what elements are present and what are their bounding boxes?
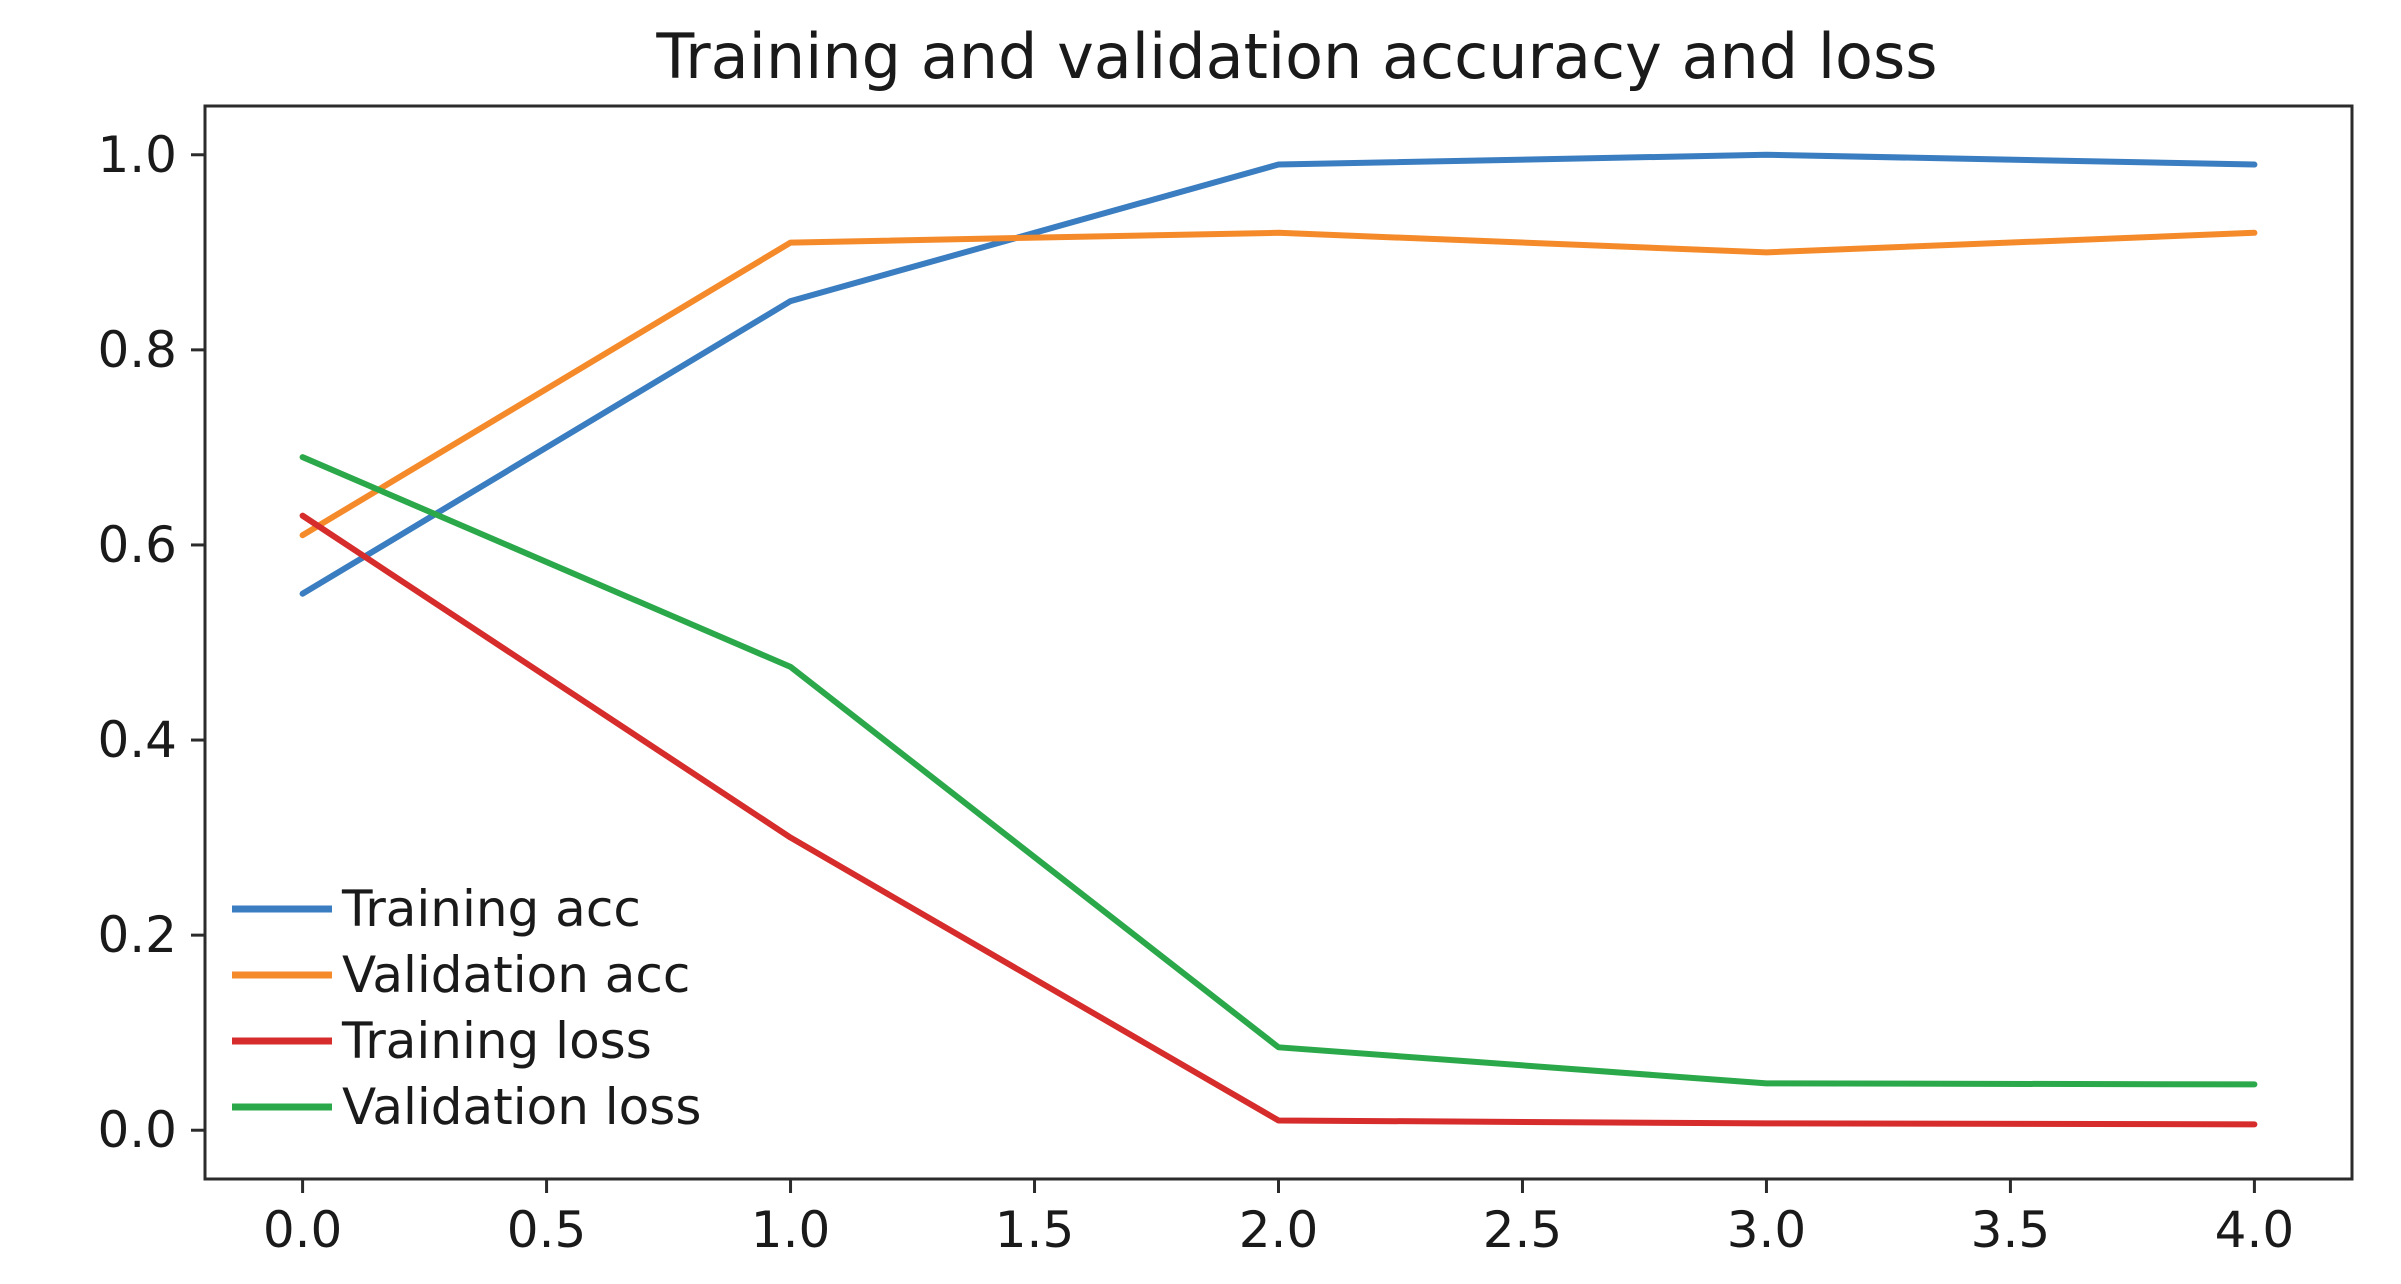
legend-label: Validation acc — [342, 946, 690, 1004]
series-line-validation-acc — [299, 229, 2258, 539]
y-axis: 0.0 0.2 0.4 0.6 0.8 1.0 — [97, 126, 205, 1159]
x-tick-label: 2.0 — [1239, 1201, 1319, 1259]
x-tick-label: 0.0 — [263, 1201, 343, 1259]
x-tick-label: 3.0 — [1727, 1201, 1807, 1259]
x-tick-label: 1.0 — [751, 1201, 831, 1259]
y-tick-label: 0.0 — [97, 1101, 177, 1159]
x-axis: 0.0 0.5 1.0 1.5 2.0 2.5 3.0 3.5 4.0 — [263, 1179, 2294, 1259]
series-line-training-loss — [299, 512, 2258, 1128]
series-line-validation-loss — [299, 454, 2258, 1088]
y-tick-label: 1.0 — [97, 126, 177, 184]
x-tick-label: 3.5 — [1971, 1201, 2051, 1259]
y-tick-label: 0.8 — [97, 321, 177, 379]
x-tick-label: 0.5 — [507, 1201, 587, 1259]
x-tick-label: 1.5 — [995, 1201, 1075, 1259]
y-tick-label: 0.2 — [97, 906, 177, 964]
legend-label: Validation loss — [342, 1078, 701, 1136]
series-line-training-acc — [299, 151, 2258, 597]
y-tick-label: 0.6 — [97, 516, 177, 574]
legend-label: Training acc — [341, 880, 641, 938]
series-layer — [299, 151, 2258, 1128]
chart-title: Training and validation accuracy and los… — [655, 20, 1937, 93]
y-tick-label: 0.4 — [97, 711, 177, 769]
x-tick-label: 2.5 — [1483, 1201, 1563, 1259]
legend-label: Training loss — [341, 1012, 652, 1070]
legend: Training acc Validation acc Training loss V… — [232, 880, 701, 1136]
x-tick-label: 4.0 — [2215, 1201, 2295, 1259]
